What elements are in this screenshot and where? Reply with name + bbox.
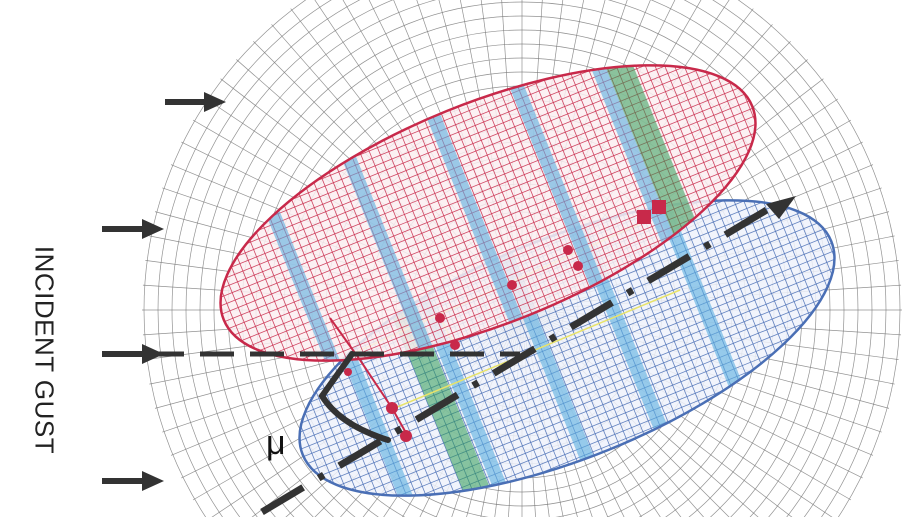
axis-line-arrow: [260, 196, 796, 516]
incident-gust-label: INCIDENT GUST: [29, 245, 60, 455]
incident-gust-arrows: [102, 92, 226, 491]
stem-connector: [329, 317, 411, 441]
gust-arrow-2: [102, 219, 164, 239]
gust-arrow-3: [102, 344, 164, 364]
gust-arrow-4: [102, 471, 164, 491]
gust-arrow-1: [165, 92, 226, 112]
angle-mu-label: μ: [266, 424, 286, 462]
axis-arrowhead-icon: [766, 196, 796, 219]
red-junction-markers: [344, 200, 666, 442]
angle-bracket: [318, 351, 391, 443]
